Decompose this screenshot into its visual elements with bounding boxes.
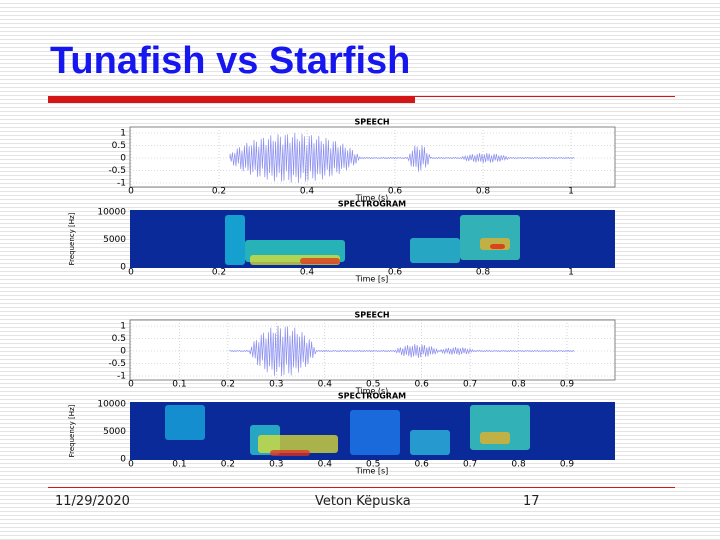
y-tick-label: 0.5 [112,334,126,344]
x-tick-label: 0.4 [318,460,333,470]
y-tick-label: 0 [120,455,126,465]
x-tick-label: 0.8 [511,380,526,390]
x-tick-label: 0.1 [172,460,186,470]
x-tick-label: 1 [568,187,574,197]
x-tick-label: 0.6 [388,187,403,197]
y-tick-label: -1 [117,372,126,382]
y-axis-label: Frequency [Hz] [68,212,76,265]
plot-frame [129,126,616,188]
x-tick-label: 0.2 [212,187,226,197]
x-tick-label: 0.9 [560,380,575,390]
y-tick-label: 0 [120,154,126,164]
spectrogram-energy [410,238,460,263]
slide-title: Tunafish vs Starfish [50,40,411,82]
footer-rule [48,487,675,488]
spectrogram-image [130,210,615,268]
x-tick-label: 0 [128,268,134,278]
x-tick-label: 0.8 [476,268,491,278]
plot-title: SPEECH [354,311,389,320]
x-tick-label: 1 [568,268,574,278]
plot-frame [129,319,616,381]
y-tick-label: -0.5 [108,359,126,369]
x-axis-label: Time [s] [355,275,389,284]
title-underline [48,96,415,103]
x-tick-label: 0.6 [388,268,403,278]
x-tick-label: 0.8 [511,460,526,470]
y-tick-label: 0 [120,263,126,273]
spectrogram-energy [350,410,400,455]
x-tick-label: 0.4 [300,187,315,197]
title-rule [415,96,675,97]
y-tick-label: 5000 [103,235,126,245]
y-tick-label: 0.5 [112,141,126,151]
x-tick-label: 0.7 [463,380,477,390]
x-tick-label: 0 [128,460,134,470]
x-axis-label: Time (s) [355,194,389,203]
x-tick-label: 0.2 [212,268,226,278]
spectrogram-energy [270,450,310,456]
x-tick-label: 0.1 [172,380,186,390]
x-tick-label: 0.3 [269,460,283,470]
plot-title: SPEECH [354,118,389,127]
x-tick-label: 0.4 [300,268,315,278]
x-tick-label: 0 [128,187,134,197]
y-tick-label: -0.5 [108,166,126,176]
x-tick-label: 0.7 [463,460,477,470]
plot-title: SPECTROGRAM [338,392,406,401]
spectrogram-energy [460,215,520,260]
waveform [229,325,575,377]
x-tick-label: 0.5 [366,380,380,390]
x-axis-label: Time [s] [355,467,389,476]
spectrogram-energy [300,258,340,264]
plot-title: SPECTROGRAM [338,200,406,209]
y-tick-label: -1 [117,179,126,189]
spectrogram-energy [165,405,205,440]
y-tick-label: 5000 [103,427,126,437]
spectrogram-energy [490,244,505,249]
spectrogram-energy [410,430,450,455]
y-tick-label: 10000 [97,400,126,410]
x-tick-label: 0.9 [560,460,575,470]
y-tick-label: 0 [120,347,126,357]
waveform [229,132,575,183]
x-tick-label: 0.5 [366,460,380,470]
x-tick-label: 0.6 [415,460,430,470]
x-tick-label: 0 [128,380,134,390]
spectrogram-energy [480,432,510,444]
spectrogram-energy [258,435,338,453]
y-tick-label: 1 [120,129,126,139]
y-axis-label: Frequency [Hz] [68,404,76,457]
x-tick-label: 0.2 [221,460,235,470]
x-tick-label: 0.6 [415,380,430,390]
x-tick-label: 0.8 [476,187,491,197]
x-tick-label: 0.3 [269,380,283,390]
y-tick-label: 1 [120,322,126,332]
spectrogram-energy [225,215,245,265]
footer-page: 17 [523,494,540,509]
y-tick-label: 10000 [97,208,126,218]
x-tick-label: 0.2 [221,380,235,390]
footer-author: Veton Këpuska [315,494,411,509]
x-axis-label: Time (s) [355,387,389,396]
x-tick-label: 0.4 [318,380,333,390]
footer-date: 11/29/2020 [55,494,130,509]
